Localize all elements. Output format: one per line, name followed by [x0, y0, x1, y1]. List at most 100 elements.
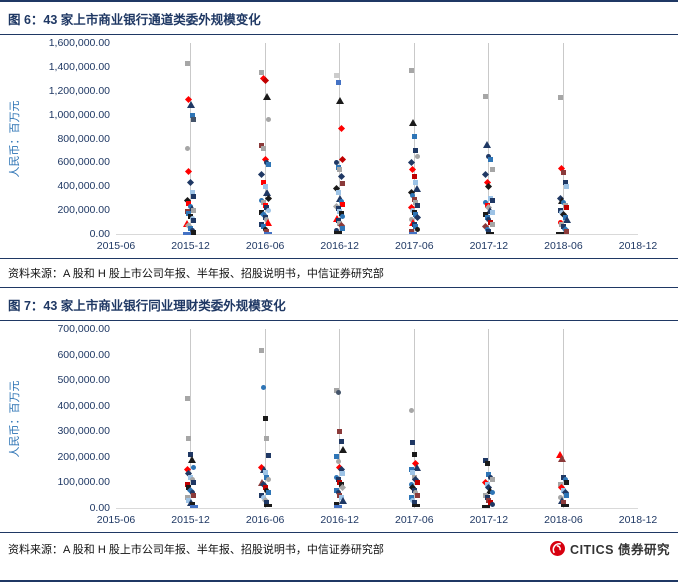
data-point: [184, 482, 190, 488]
data-point: [483, 458, 489, 464]
data-point: [334, 159, 339, 165]
data-point: [337, 167, 343, 173]
cluster-guideline: [190, 329, 192, 508]
data-point: [339, 156, 347, 164]
cluster-guideline: [190, 43, 192, 234]
data-point: [262, 93, 271, 101]
data-point: [186, 100, 195, 108]
data-point: [408, 229, 414, 235]
data-point: [489, 210, 495, 215]
cluster-guideline: [339, 43, 341, 234]
data-point: [191, 479, 197, 485]
data-point: [188, 455, 197, 463]
data-point: [334, 227, 339, 233]
data-point: [261, 180, 267, 186]
data-point: [562, 216, 571, 224]
divider: [0, 258, 678, 259]
data-point: [262, 183, 268, 189]
cluster-guideline: [488, 329, 490, 508]
x-tick-label: 2018-12: [618, 240, 658, 252]
data-point: [185, 168, 193, 176]
data-point: [414, 226, 420, 232]
data-point: [413, 147, 419, 153]
y-tick-label: 400,000.00: [57, 180, 110, 193]
data-point: [564, 479, 570, 485]
figure7-source: 资料来源：A 股和 H 股上市公司年报、半年报、招股说明书，中信证券研究部: [8, 543, 384, 556]
data-point: [189, 113, 195, 119]
data-point: [411, 174, 417, 180]
y-tick-label: 200,000.00: [57, 204, 110, 217]
data-point: [556, 231, 565, 235]
data-point: [562, 180, 568, 186]
data-point: [335, 477, 341, 483]
plot-area: [116, 43, 638, 235]
data-point: [261, 77, 269, 85]
data-point: [264, 474, 270, 480]
data-point: [265, 116, 271, 122]
data-point: [564, 183, 570, 189]
data-point: [337, 428, 343, 434]
figure6-title: 图 6：43 家上市商业银行通道类委外规模变化: [8, 13, 261, 27]
data-point: [484, 460, 490, 466]
figure7-source-row: 资料来源：A 股和 H 股上市公司年报、半年报、招股说明书，中信证券研究部 CI…: [0, 533, 678, 564]
data-point: [410, 440, 416, 446]
data-point: [184, 145, 190, 151]
data-point: [335, 194, 344, 202]
data-point: [262, 416, 268, 421]
divider: [0, 320, 678, 321]
x-tick-label: 2016-06: [245, 240, 285, 252]
x-tick-label: 2018-12: [618, 514, 658, 526]
data-point: [557, 95, 563, 101]
data-point: [189, 490, 195, 496]
cluster-guideline: [562, 43, 564, 234]
data-point: [264, 500, 270, 506]
data-point: [560, 474, 566, 480]
data-point: [262, 485, 268, 491]
data-point: [264, 436, 270, 442]
data-point: [262, 469, 268, 475]
data-point: [483, 492, 489, 498]
y-tick-label: 800,000.00: [57, 132, 110, 145]
data-point: [265, 490, 271, 496]
y-tick-label: 700,000.00: [57, 323, 110, 335]
data-point: [489, 221, 495, 227]
data-point: [486, 231, 495, 235]
x-tick-label: 2018-06: [544, 240, 583, 252]
data-point: [191, 207, 197, 213]
data-point: [489, 167, 495, 173]
data-point: [414, 153, 420, 159]
data-point: [486, 472, 492, 478]
y-tick-label: 100,000.00: [57, 476, 110, 489]
data-point: [483, 140, 492, 148]
data-point: [335, 80, 341, 86]
data-point: [413, 463, 422, 471]
data-point: [408, 119, 417, 127]
data-point: [337, 492, 343, 498]
data-point: [183, 232, 192, 235]
data-point: [560, 500, 566, 506]
data-point: [186, 436, 192, 442]
x-tick-label: 2016-12: [320, 514, 359, 526]
data-point: [191, 117, 197, 123]
data-point: [264, 504, 273, 507]
data-point: [486, 229, 492, 235]
plot-area: [116, 329, 638, 509]
divider: [0, 287, 678, 288]
data-point: [408, 67, 414, 73]
data-point: [334, 487, 339, 493]
x-tick-label: 2016-06: [245, 514, 285, 526]
data-point: [413, 490, 419, 496]
data-point: [189, 477, 195, 483]
data-point: [259, 492, 265, 498]
data-point: [338, 439, 344, 444]
data-point: [335, 490, 341, 496]
y-axis-tick-labels: 700,000.00 600,000.00 500,000.00 400,000.00…: [22, 323, 116, 514]
data-point: [338, 445, 347, 453]
figure6-source: 资料来源：A 股和 H 股上市公司年报、半年报、招股说明书，中信证券研究部: [8, 268, 384, 280]
brand: CITICS 债券研究: [550, 539, 670, 558]
data-point: [409, 165, 417, 174]
x-tick-label: 2017-12: [469, 514, 509, 526]
data-point: [411, 451, 417, 457]
data-point: [334, 505, 343, 508]
data-point: [414, 479, 420, 485]
